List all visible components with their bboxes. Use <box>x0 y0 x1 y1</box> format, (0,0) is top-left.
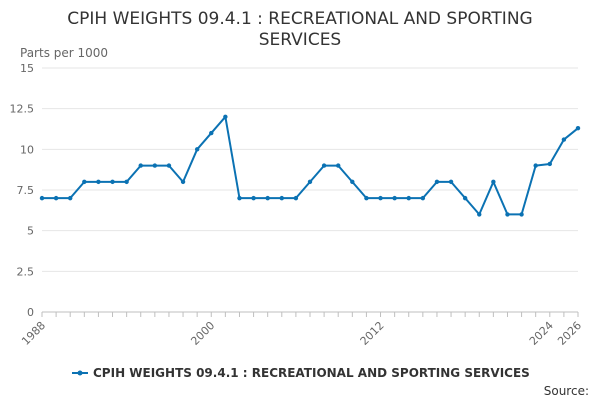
data-point[interactable] <box>420 195 426 201</box>
data-point[interactable] <box>392 195 397 201</box>
data-point[interactable] <box>321 163 327 168</box>
data-point[interactable] <box>53 195 59 201</box>
data-point[interactable] <box>336 163 341 168</box>
legend-dot-marker <box>77 370 83 376</box>
y-tick-label: 10 <box>20 143 34 156</box>
data-point[interactable] <box>209 130 214 136</box>
data-point[interactable] <box>251 195 256 201</box>
y-tick-label: 2.5 <box>17 265 35 278</box>
data-point[interactable] <box>448 179 454 185</box>
data-point[interactable] <box>364 195 369 201</box>
data-point[interactable] <box>237 195 242 201</box>
x-axis: 1988 2000 2012 2024 2026 <box>19 312 584 348</box>
data-point[interactable] <box>68 195 73 201</box>
x-tick-label: 2012 <box>358 319 387 348</box>
data-point[interactable] <box>124 179 129 185</box>
data-point[interactable] <box>307 179 313 185</box>
series-line <box>42 115 579 216</box>
data-point[interactable] <box>166 163 172 168</box>
legend-entry-label: CPIH WEIGHTS 09.4.1 : RECREATIONAL AND S… <box>93 366 530 380</box>
y-tick-label: 12.5 <box>10 103 35 116</box>
data-point[interactable] <box>491 179 496 185</box>
data-point[interactable] <box>223 114 228 120</box>
legend[interactable]: CPIH WEIGHTS 09.4.1 : RECREATIONAL AND S… <box>72 366 530 380</box>
data-point[interactable] <box>477 212 482 217</box>
x-tick-label: 1988 <box>19 319 48 348</box>
y-tick-labels: 0 2.5 5 7.5 10 12.5 15 <box>10 62 35 319</box>
chart-title: CPIH WEIGHTS 09.4.1 : RECREATIONAL AND S… <box>67 9 532 50</box>
y-tick-label: 7.5 <box>17 184 35 197</box>
y-tick-label: 0 <box>27 306 34 319</box>
data-point[interactable] <box>39 195 45 201</box>
y-tick-label: 15 <box>20 62 34 75</box>
data-point[interactable] <box>194 147 200 152</box>
data-point[interactable] <box>519 212 524 217</box>
data-point[interactable] <box>152 163 158 168</box>
data-point[interactable] <box>547 161 552 167</box>
y-tick-label: 5 <box>27 225 34 238</box>
plot-area <box>39 114 581 217</box>
data-point[interactable] <box>96 179 101 185</box>
data-point[interactable] <box>533 163 538 168</box>
data-point[interactable] <box>138 163 143 168</box>
x-tick-label: 2026 <box>555 319 584 348</box>
data-point[interactable] <box>265 195 270 201</box>
x-tick-label: 2000 <box>188 319 217 348</box>
data-point[interactable] <box>350 179 355 185</box>
data-point[interactable] <box>561 137 567 142</box>
data-point[interactable] <box>575 125 581 131</box>
y-axis-label: Parts per 1000 <box>20 46 108 60</box>
data-point[interactable] <box>434 179 440 185</box>
data-point[interactable] <box>110 179 115 185</box>
data-point[interactable] <box>180 179 186 185</box>
chart-title-line-2: SERVICES <box>259 30 341 50</box>
gridlines <box>42 67 578 313</box>
data-point[interactable] <box>462 195 468 201</box>
chart-title-line-1: CPIH WEIGHTS 09.4.1 : RECREATIONAL AND S… <box>67 9 532 29</box>
data-point[interactable] <box>293 195 299 201</box>
source-label: Source: <box>544 384 589 398</box>
data-point[interactable] <box>82 179 87 185</box>
data-point[interactable] <box>279 195 284 201</box>
x-tick-label: 2024 <box>527 319 556 348</box>
data-point[interactable] <box>406 195 411 201</box>
data-point[interactable] <box>378 195 383 201</box>
data-point[interactable] <box>505 212 510 217</box>
